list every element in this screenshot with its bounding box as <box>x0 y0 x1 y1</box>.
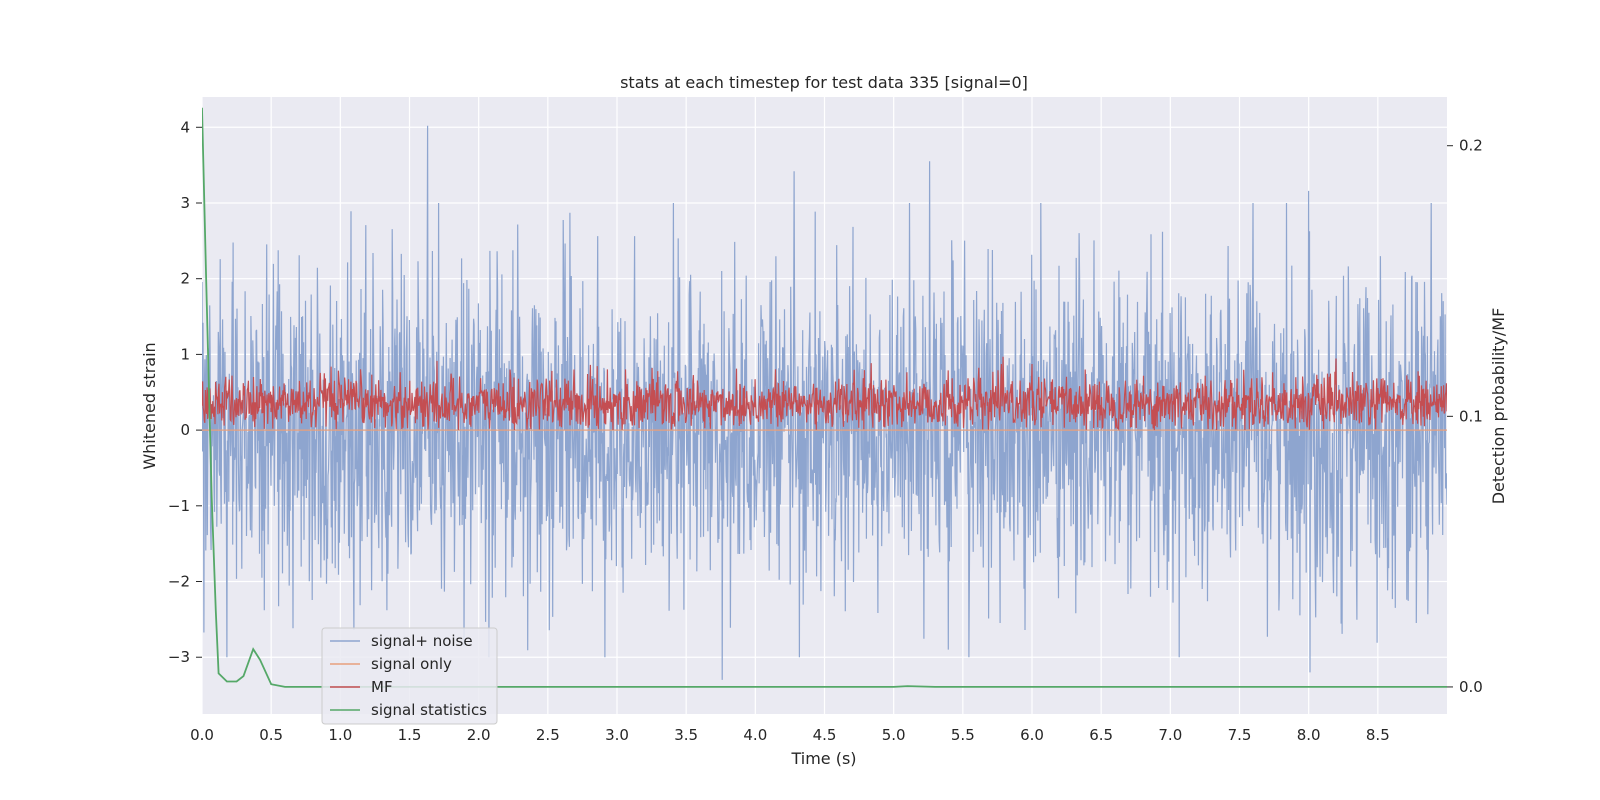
x-tick-label: 3.5 <box>674 726 698 744</box>
x-tick-label: 1.0 <box>328 726 352 744</box>
legend-label-signal-statistics: signal statistics <box>371 701 487 719</box>
y-axis-label: Whitened strain <box>140 342 159 469</box>
y-tick-label: −1 <box>168 497 190 515</box>
series-signal-statistics-line <box>202 107 1447 688</box>
x-tick-label: 0.5 <box>259 726 283 744</box>
legend-label-signal-only: signal only <box>371 655 452 673</box>
series-signal-noise-line <box>202 125 1447 680</box>
y2-axis-label: Detection probability/MF <box>1489 308 1508 505</box>
y2-tick-label: 0.2 <box>1459 137 1483 155</box>
y-tick-label: −3 <box>168 648 190 666</box>
x-tick-label: 8.5 <box>1366 726 1390 744</box>
y-tick-label: 0 <box>180 421 190 439</box>
x-tick-label: 3.0 <box>605 726 629 744</box>
x-tick-label: 6.0 <box>1020 726 1044 744</box>
legend-box <box>321 627 498 725</box>
x-tick-label: 1.5 <box>398 726 422 744</box>
x-tick-label: 5.5 <box>951 726 975 744</box>
legend-label-signal-noise: signal+ noise <box>371 632 473 650</box>
x-axis-label: Time (s) <box>790 749 856 768</box>
y-tick-label: −2 <box>168 573 190 591</box>
x-tick-label: 8.0 <box>1297 726 1321 744</box>
x-tick-label: 7.0 <box>1158 726 1182 744</box>
y-tick-label: 1 <box>180 345 190 363</box>
y-axis-ticks: −3 −2 −1 0 1 2 3 4 <box>168 118 202 666</box>
x-tick-label: 2.5 <box>536 726 560 744</box>
y2-axis-ticks: 0.0 0.1 0.2 <box>1447 137 1483 696</box>
x-tick-label: 4.0 <box>743 726 767 744</box>
legend: signal+ noise signal only MF signal stat… <box>321 627 498 725</box>
x-tick-label: 5.0 <box>882 726 906 744</box>
y2-tick-label: 0.0 <box>1459 678 1483 696</box>
y-tick-label: 4 <box>180 118 190 136</box>
x-tick-label: 7.5 <box>1228 726 1252 744</box>
legend-label-mf: MF <box>371 678 393 696</box>
chart-title: stats at each timestep for test data 335… <box>620 73 1028 92</box>
y-tick-label: 2 <box>180 270 190 288</box>
series-mf-line <box>202 356 1447 432</box>
x-axis-ticks: 0.0 0.5 1.0 1.5 2.0 2.5 3.0 3.5 4.0 4.5 5.0 5.5 6.0 6… <box>190 726 1390 744</box>
x-tick-label: 4.5 <box>813 726 837 744</box>
y-tick-label: 3 <box>180 194 190 212</box>
x-tick-label: 6.5 <box>1089 726 1113 744</box>
x-tick-label: 0.0 <box>190 726 214 744</box>
y2-tick-label: 0.1 <box>1459 407 1483 425</box>
x-tick-label: 2.0 <box>467 726 491 744</box>
